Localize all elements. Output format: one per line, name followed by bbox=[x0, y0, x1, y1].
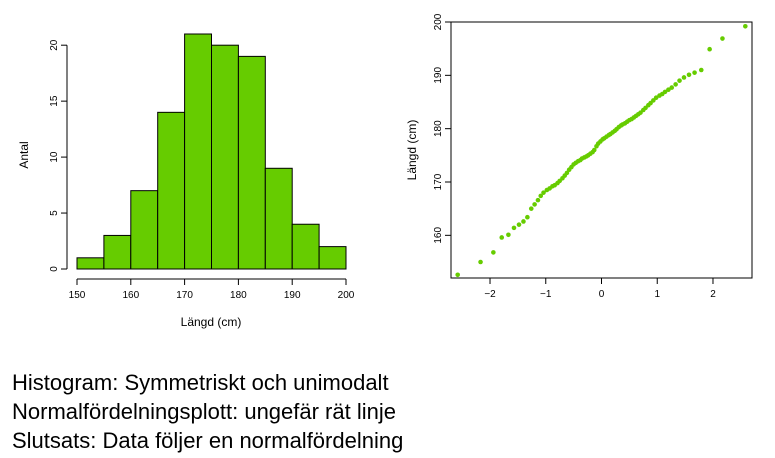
qq-point bbox=[535, 197, 541, 203]
qq-y-tick-label: 170 bbox=[433, 173, 444, 190]
histogram-y-tick-label: 10 bbox=[49, 151, 60, 163]
qq-point bbox=[666, 87, 671, 93]
histogram-chart: 150 160 170 180 190 200 0 5 10 15 20 Längd (cm) A… bbox=[17, 33, 355, 329]
qq-point bbox=[528, 206, 534, 211]
qq-point bbox=[541, 190, 546, 195]
histogram-x-tick-label: 190 bbox=[284, 290, 301, 301]
histogram-y-axis: 0 5 10 15 20 bbox=[49, 39, 68, 272]
qq-plot-y-axis-label: Längd (cm) bbox=[405, 120, 419, 181]
histogram-bar bbox=[103, 234, 132, 270]
qq-point bbox=[506, 232, 511, 238]
qq-point bbox=[455, 272, 460, 278]
qq-point bbox=[511, 225, 517, 231]
qq-y-tick-label: 180 bbox=[433, 120, 444, 137]
qq-point bbox=[564, 170, 570, 176]
qq-point bbox=[538, 193, 544, 199]
qq-y-tick-label: 190 bbox=[433, 67, 444, 84]
histogram-bar bbox=[157, 111, 186, 270]
qq-x-tick-label: −1 bbox=[540, 289, 552, 300]
qq-point bbox=[669, 85, 675, 90]
qq-point bbox=[692, 70, 697, 75]
qq-point bbox=[653, 95, 659, 101]
qq-point bbox=[499, 235, 505, 240]
histogram-y-tick-label: 15 bbox=[49, 95, 60, 107]
caption-normal-plot: Normalfördelningsplott: ungefär rät linj… bbox=[12, 399, 396, 424]
qq-x-tick-label: 1 bbox=[654, 289, 660, 300]
histogram-y-axis-label: Antal bbox=[17, 141, 31, 168]
qq-point bbox=[662, 89, 668, 95]
histogram-x-axis-label: Längd (cm) bbox=[181, 315, 242, 329]
qq-point bbox=[478, 259, 483, 265]
qq-point bbox=[532, 202, 537, 207]
qq-point bbox=[686, 72, 692, 78]
caption-conclusion: Slutsats: Data följer en normalfördelnin… bbox=[12, 428, 404, 453]
qq-point bbox=[677, 78, 682, 83]
histogram-bar bbox=[291, 223, 320, 270]
qq-point bbox=[591, 147, 597, 153]
qq-x-tick-label: −2 bbox=[484, 289, 496, 300]
histogram-bar bbox=[237, 55, 266, 270]
qq-y-tick-label: 200 bbox=[433, 13, 444, 30]
histogram-bar bbox=[130, 190, 159, 270]
qq-plot-frame bbox=[450, 21, 753, 279]
qq-point bbox=[673, 82, 678, 87]
qq-point bbox=[698, 67, 704, 73]
histogram-x-axis: 150 160 170 180 190 200 bbox=[69, 278, 355, 301]
qq-plot-y-axis: 160 170 180 190 200 bbox=[433, 13, 451, 244]
qq-x-tick-label: 0 bbox=[599, 289, 605, 300]
caption-histogram: Histogram: Symmetriskt och unimodalt bbox=[12, 370, 389, 395]
histogram-x-tick-label: 200 bbox=[338, 290, 355, 301]
histogram-bar bbox=[318, 246, 347, 270]
histogram-x-tick-label: 180 bbox=[230, 290, 247, 301]
histogram-bars bbox=[76, 33, 347, 270]
histogram-x-tick-label: 160 bbox=[122, 290, 139, 301]
histogram-y-tick-label: 5 bbox=[49, 210, 60, 216]
qq-y-tick-label: 160 bbox=[433, 227, 444, 244]
qq-plot-points bbox=[455, 23, 748, 278]
qq-point bbox=[525, 214, 530, 220]
qq-point bbox=[720, 36, 725, 41]
qq-point bbox=[516, 222, 522, 227]
normal-qq-plot: −2 −1 0 1 2 160 170 180 190 200 Längd (cm) bbox=[405, 13, 753, 300]
histogram-bar bbox=[76, 257, 105, 270]
histogram-bar bbox=[211, 44, 239, 270]
histogram-y-tick-label: 0 bbox=[49, 266, 60, 272]
histogram-x-tick-label: 170 bbox=[176, 290, 193, 301]
qq-point bbox=[681, 75, 687, 80]
qq-point bbox=[521, 219, 526, 224]
qq-x-tick-label: 2 bbox=[710, 289, 716, 300]
histogram-bar bbox=[184, 33, 213, 270]
histogram-x-tick-label: 150 bbox=[69, 290, 86, 301]
histogram-bar bbox=[264, 167, 293, 270]
qq-point bbox=[491, 250, 496, 255]
qq-point bbox=[743, 23, 748, 29]
histogram-y-tick-label: 20 bbox=[49, 39, 60, 51]
qq-plot-x-axis: −2 −1 0 1 2 bbox=[484, 278, 716, 300]
qq-point bbox=[707, 46, 712, 52]
